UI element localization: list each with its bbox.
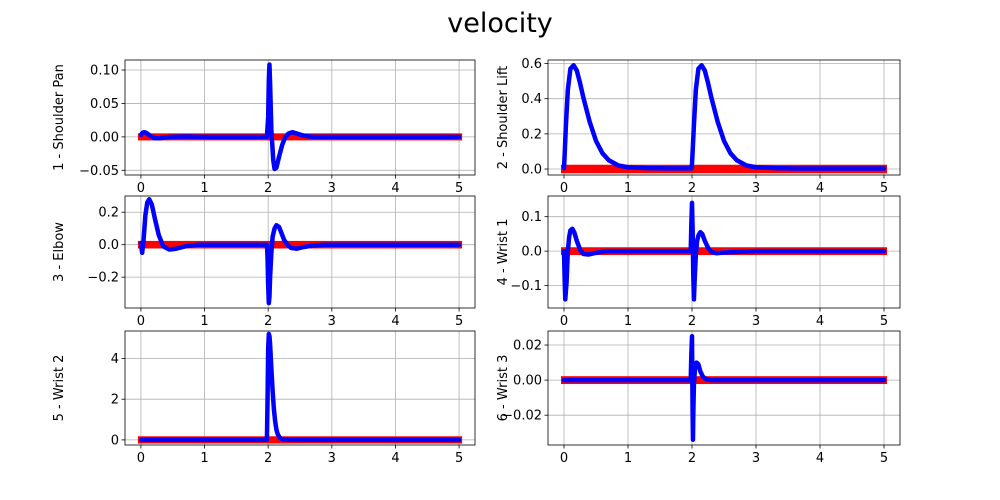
reference-series-line — [561, 164, 887, 174]
y-tick-label: 0.1 — [521, 210, 542, 225]
y-tick-label: 0.6 — [521, 57, 542, 72]
x-tick-label: 5 — [455, 314, 463, 329]
x-tick-label: 3 — [752, 181, 760, 196]
plot-area — [561, 200, 887, 302]
y-tick-label: 0.05 — [90, 97, 119, 112]
x-tick-label: 1 — [624, 451, 632, 466]
x-tick-label: 3 — [328, 181, 336, 196]
subplot-3: 0 1 2 3 4 5 −0.2 0.0 0.2 3 - Elbow — [52, 195, 476, 329]
y-tick-label: 0.4 — [521, 92, 542, 107]
y-axis-label: 6 - Wrist 3 — [496, 355, 511, 422]
axes-frame — [124, 59, 476, 176]
x-tick-label: 0 — [137, 451, 145, 466]
x-tick-label: 2 — [688, 181, 696, 196]
y-tick-label: 0.00 — [513, 374, 542, 389]
reference-series-line — [137, 240, 463, 249]
x-tick-label: 0 — [560, 314, 568, 329]
y-tick-label: −0.02 — [502, 409, 542, 424]
y-axis-label: 2 - Shoulder Lift — [496, 66, 511, 170]
measured-series-line — [561, 334, 887, 442]
measured-series-line — [561, 200, 887, 302]
measured-series-line — [561, 63, 887, 171]
subplot-6: 0 1 2 3 4 5 −0.02 0.00 0.026 - Wrist 3 — [496, 330, 901, 466]
y-tick-label: 0.00 — [90, 130, 119, 145]
measured-series-line — [138, 197, 462, 306]
x-tick-label: 4 — [816, 451, 824, 466]
y-tick-label: 0.2 — [98, 206, 119, 221]
y-tick-label: 0.0 — [521, 245, 542, 260]
y-tick-label: 2 — [111, 393, 119, 408]
axes-frame — [547, 59, 901, 176]
y-axis-label: 3 - Elbow — [52, 222, 67, 282]
x-tick-label: 0 — [137, 314, 145, 329]
x-tick-label: 4 — [391, 181, 399, 196]
axes-frame — [547, 195, 901, 309]
x-tick-label: 2 — [264, 314, 272, 329]
plot-area — [137, 197, 463, 306]
x-tick-label: 1 — [200, 181, 208, 196]
x-tick-label: 2 — [264, 451, 272, 466]
x-tick-label: 0 — [560, 181, 568, 196]
y-tick-label: −0.2 — [87, 271, 119, 286]
plot-area — [561, 334, 887, 442]
x-tick-label: 0 — [137, 181, 145, 196]
subplot-4: 0 1 2 3 4 5 −0.1 0.0 0.1 4 - Wrist 1 — [496, 195, 901, 329]
axes-frame — [547, 330, 901, 446]
y-tick-label: 0 — [111, 433, 119, 448]
subplot-grid: 0 1 2 3 4 5−0.050.000.050.101 - Shoulder Pan0… — [52, 57, 901, 466]
y-tick-label: 0.0 — [98, 238, 119, 253]
x-tick-label: 1 — [624, 314, 632, 329]
axes-frame — [124, 330, 476, 446]
figure-title: velocity — [447, 8, 553, 39]
y-axis-label: 5 - Wrist 2 — [52, 355, 67, 422]
axes-frame — [124, 195, 476, 309]
x-tick-label: 3 — [752, 451, 760, 466]
measured-series-line — [138, 62, 462, 172]
x-tick-label: 5 — [880, 181, 888, 196]
x-tick-label: 4 — [816, 181, 824, 196]
x-tick-label: 1 — [200, 451, 208, 466]
x-tick-label: 5 — [455, 451, 463, 466]
x-tick-label: 1 — [624, 181, 632, 196]
x-tick-label: 1 — [200, 314, 208, 329]
y-tick-label: −0.05 — [79, 164, 119, 179]
x-tick-label: 2 — [688, 314, 696, 329]
y-tick-label: 0.0 — [521, 163, 542, 178]
x-tick-label: 2 — [264, 181, 272, 196]
y-axis-label: 4 - Wrist 1 — [496, 219, 511, 286]
x-tick-label: 5 — [455, 181, 463, 196]
x-tick-label: 5 — [880, 314, 888, 329]
x-tick-label: 0 — [560, 451, 568, 466]
plot-area — [137, 62, 463, 172]
y-tick-label: 4 — [111, 352, 119, 367]
x-tick-label: 3 — [752, 314, 760, 329]
x-tick-label: 4 — [816, 314, 824, 329]
y-tick-label: 0.10 — [90, 64, 119, 79]
x-tick-label: 5 — [880, 451, 888, 466]
measured-series-line — [138, 331, 462, 443]
x-tick-label: 3 — [328, 451, 336, 466]
y-tick-label: 0.02 — [513, 339, 542, 354]
subplot-5: 0 1 2 3 4 5 0 2 4 5 - Wrist 2 — [52, 330, 476, 466]
x-tick-label: 4 — [391, 314, 399, 329]
y-axis-label: 1 - Shoulder Pan — [52, 64, 67, 171]
x-tick-label: 4 — [391, 451, 399, 466]
plot-area — [137, 331, 463, 444]
x-tick-label: 2 — [688, 451, 696, 466]
y-tick-label: −0.1 — [510, 279, 542, 294]
y-tick-label: 0.2 — [521, 127, 542, 142]
subplot-1: 0 1 2 3 4 5 −0.05 0.00 0.05 0.10 1 - Shoulder Pan — [52, 59, 476, 196]
subplot-2: 0 1 2 3 4 5 0.0 0.2 0.4 0.6 2 - Shoulder Lift — [496, 57, 901, 196]
plot-area — [561, 63, 887, 174]
x-tick-label: 3 — [328, 314, 336, 329]
